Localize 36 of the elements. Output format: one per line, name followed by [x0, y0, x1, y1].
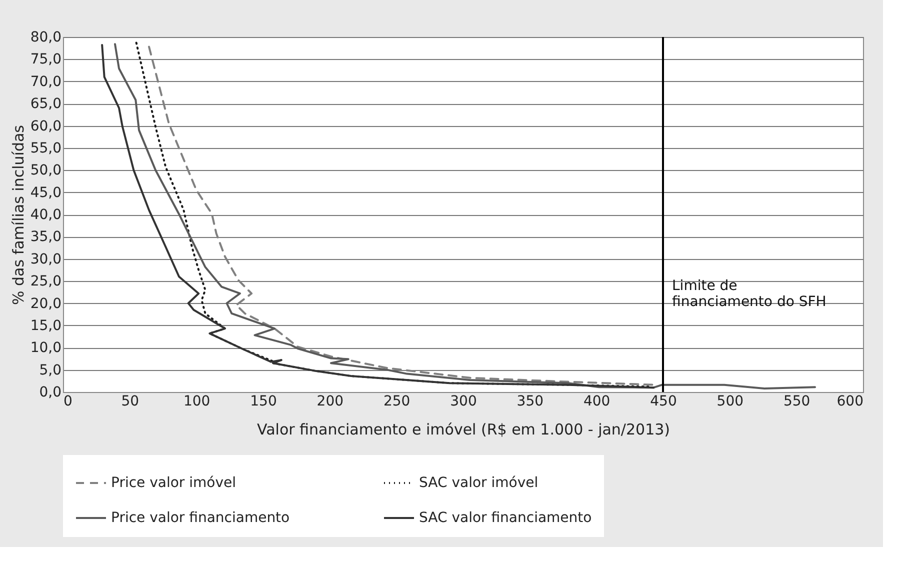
- y-tick-label: 50,0: [30, 162, 62, 179]
- x-tick-label: 300: [450, 394, 477, 410]
- x-axis-title: Valor financiamento e imóvel (R$ em 1.000 - jan/2013): [256, 420, 670, 438]
- y-tick-label: 40,0: [30, 207, 62, 223]
- y-tick-label: 20,0: [30, 296, 62, 312]
- y-tick-label: 60,0: [30, 118, 62, 134]
- y-tick-label: 15,0: [30, 318, 62, 334]
- y-tick-label: 0,0: [39, 384, 62, 400]
- x-tick-label: 350: [516, 394, 544, 410]
- y-tick-label: 75,0: [30, 52, 62, 68]
- x-tick-label: 200: [316, 394, 344, 410]
- x-tick-label: 550: [783, 394, 810, 410]
- x-tick-label: 100: [183, 394, 210, 410]
- legend-label: Price valor imóvel: [111, 475, 236, 491]
- y-tick-label: 45,0: [30, 184, 62, 201]
- y-tick-label: 55,0: [30, 140, 62, 156]
- x-tick-label: 250: [383, 394, 410, 410]
- legend-label: Price valor financiamento: [111, 510, 290, 526]
- y-tick-label: 70,0: [30, 74, 62, 90]
- x-tick-label: 600: [836, 394, 864, 410]
- legend-label: SAC valor financiamento: [419, 510, 592, 526]
- y-tick-label: 65,0: [30, 96, 62, 112]
- y-tick-label: 30,0: [30, 251, 62, 268]
- x-tick-label: 0: [64, 394, 72, 410]
- legend-label: SAC valor imóvel: [419, 475, 538, 491]
- y-tick-label: 5,0: [39, 362, 62, 378]
- y-tick-label: 10,0: [30, 340, 62, 356]
- y-tick-label: 25,0: [30, 274, 62, 290]
- x-tick-label: 450: [650, 394, 677, 410]
- x-tick-label: 500: [716, 394, 744, 410]
- x-tick-label: 150: [250, 394, 277, 410]
- y-axis-title: % das famílias incluídas: [9, 124, 28, 305]
- y-tick-label: 80,0: [30, 30, 62, 46]
- x-tick-label: 50: [121, 394, 140, 410]
- x-tick-label: 400: [583, 394, 610, 410]
- y-tick-label: 35,0: [30, 229, 62, 246]
